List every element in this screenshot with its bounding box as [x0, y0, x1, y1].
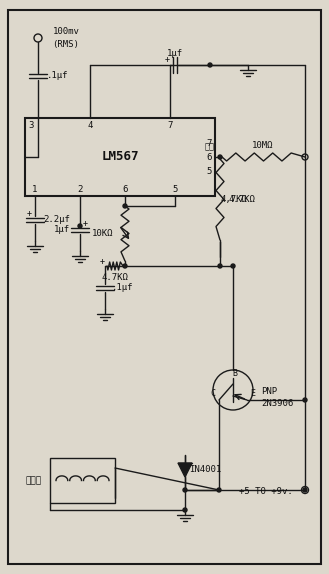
Text: 2: 2: [77, 184, 83, 193]
Text: 6: 6: [122, 184, 128, 193]
Text: PNP: PNP: [261, 387, 277, 397]
Text: B: B: [233, 370, 238, 378]
Text: .1μf: .1μf: [47, 72, 69, 80]
Text: 5: 5: [172, 184, 178, 193]
Text: 输出: 输出: [205, 142, 215, 152]
Text: C: C: [211, 390, 215, 398]
Text: 2.2μf: 2.2μf: [43, 215, 70, 224]
Text: 10KΩ: 10KΩ: [92, 229, 114, 238]
Text: 4: 4: [87, 121, 93, 130]
Text: 2N3906: 2N3906: [261, 398, 293, 408]
Text: LM567: LM567: [101, 150, 139, 164]
Text: +: +: [27, 210, 32, 219]
Text: 7: 7: [206, 138, 212, 148]
Text: 继电器: 继电器: [26, 476, 42, 485]
Text: 1μf: 1μf: [167, 48, 183, 57]
Text: 1: 1: [32, 184, 38, 193]
Text: 4.7KΩ: 4.7KΩ: [102, 273, 128, 282]
Circle shape: [231, 264, 235, 268]
Text: .1μf: .1μf: [112, 284, 134, 293]
Text: 7: 7: [167, 121, 173, 130]
Circle shape: [208, 63, 212, 67]
Text: 100mv: 100mv: [53, 28, 79, 37]
Circle shape: [183, 488, 187, 492]
Text: +: +: [164, 55, 169, 64]
Text: 1μf: 1μf: [54, 226, 70, 235]
Circle shape: [303, 398, 307, 402]
Circle shape: [303, 488, 307, 492]
Circle shape: [183, 508, 187, 512]
Text: 5: 5: [206, 166, 212, 176]
Circle shape: [218, 264, 222, 268]
Text: 10MΩ: 10MΩ: [252, 142, 273, 150]
Text: IN4001: IN4001: [189, 464, 221, 474]
Bar: [50, 458, 115, 503]
Text: +5 TO +9v.: +5 TO +9v.: [239, 487, 293, 495]
Text: 4,7KΩ: 4,7KΩ: [220, 195, 247, 204]
Text: +: +: [83, 219, 88, 227]
Polygon shape: [178, 463, 192, 477]
Text: (RMS): (RMS): [53, 40, 79, 48]
Circle shape: [123, 204, 127, 208]
Text: 6: 6: [206, 153, 212, 161]
Circle shape: [218, 155, 222, 159]
Text: +: +: [99, 257, 105, 266]
Text: E: E: [250, 390, 256, 398]
Circle shape: [78, 224, 82, 228]
Circle shape: [217, 488, 221, 492]
Bar: [25, 118, 215, 196]
Text: 3: 3: [28, 122, 34, 130]
Text: 4.7KΩ: 4.7KΩ: [229, 195, 255, 204]
Circle shape: [123, 264, 127, 268]
